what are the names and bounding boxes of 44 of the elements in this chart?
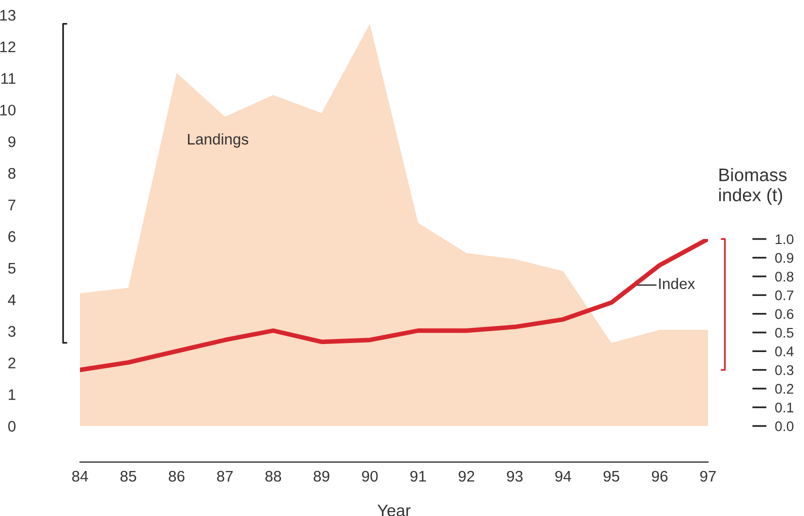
y2-tick-label: 0.4 — [775, 346, 794, 356]
y-tick-label: 12 — [0, 41, 16, 52]
y-tick-label: 6 — [8, 231, 16, 242]
x-tick-label: 91 — [410, 470, 426, 482]
x-tick-label: 95 — [604, 470, 620, 482]
x-tick-label: 97 — [700, 470, 716, 482]
y2-tick-label: 0.1 — [775, 402, 794, 412]
y-tick-label: 8 — [8, 168, 16, 179]
x-tick-label: 86 — [168, 470, 184, 482]
y-tick-label: 7 — [8, 200, 16, 210]
x-tick-label: 92 — [458, 470, 474, 482]
y2-tick-label: 0.0 — [775, 421, 794, 432]
y-tick-label: 0 — [8, 420, 16, 432]
y2-tick-label: 0.8 — [775, 272, 794, 282]
y-tick-label: 11 — [1, 73, 16, 84]
y-tick-label: 4 — [8, 294, 16, 306]
y2-tick-label: 1.0 — [776, 234, 794, 244]
x-tick-label: 88 — [265, 470, 282, 482]
x-tick-label: 96 — [652, 470, 668, 482]
y-tick-label: 2 — [8, 358, 16, 368]
series-label: Landings — [188, 133, 248, 148]
y2-axis-title: Biomass index (t) — [719, 168, 787, 205]
x-tick-label: 94 — [555, 470, 572, 482]
y-tick-label: 9 — [8, 136, 16, 148]
x-tick-label: 89 — [314, 470, 330, 482]
x-tick-label: 93 — [506, 470, 523, 482]
y2-tick-label: 0.2 — [775, 384, 794, 394]
x-tick-label: 87 — [217, 470, 233, 482]
y-tick-label: 1 — [8, 389, 16, 400]
y2-tick-label: 0.6 — [775, 309, 794, 319]
x-axis-title: Year — [378, 504, 411, 516]
y-tick-label: 5 — [8, 262, 16, 274]
x-tick-label: 90 — [362, 470, 378, 482]
y2-tick-label: 0.7 — [775, 290, 794, 300]
y2-tick-label: 0.9 — [775, 253, 794, 263]
line-series — [80, 239, 708, 372]
y-tick-label: 10 — [0, 104, 16, 116]
y-tick-label: 13 — [0, 10, 16, 21]
x-tick-label: 84 — [72, 470, 88, 482]
y-tick-label: 3 — [8, 326, 16, 337]
y2-tick-label: 0.5 — [775, 328, 794, 338]
series-label: Index — [659, 278, 695, 290]
y2-tick-label: 0.3 — [775, 365, 794, 376]
x-tick-label: 85 — [120, 470, 136, 482]
